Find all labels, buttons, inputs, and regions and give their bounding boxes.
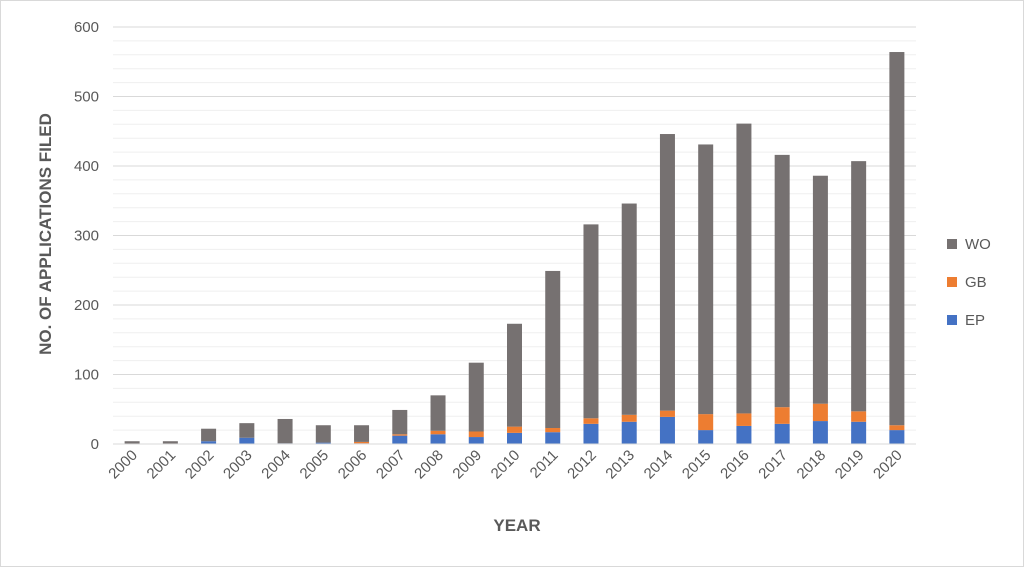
bar-ep-2016 xyxy=(736,425,752,444)
bar-ep-2003 xyxy=(239,437,255,444)
bar-gb-2015 xyxy=(698,414,714,431)
y-axis-title: NO. OF APPLICATIONS FILED xyxy=(36,113,55,355)
bar-wo-2018 xyxy=(812,175,828,404)
bar-wo-2006 xyxy=(354,425,370,442)
bar-wo-2000 xyxy=(124,441,140,444)
bar-wo-2004 xyxy=(277,418,293,444)
x-tick-label: 2003 xyxy=(220,447,256,483)
legend-swatch-wo xyxy=(947,239,957,249)
bar-wo-2016 xyxy=(736,123,752,414)
y-tick-label: 200 xyxy=(74,297,99,314)
bar-gb-2014 xyxy=(659,410,675,417)
x-tick-label: 2019 xyxy=(832,447,868,483)
bar-gb-2016 xyxy=(736,413,752,426)
bar-gb-2009 xyxy=(468,431,484,438)
legend-label-ep: EP xyxy=(965,312,985,329)
x-tick-label: 2013 xyxy=(602,447,638,483)
bar-ep-2002 xyxy=(201,441,217,444)
bar-ep-2008 xyxy=(430,434,446,444)
y-tick-label: 300 xyxy=(74,228,99,245)
bar-wo-2014 xyxy=(659,134,675,411)
bar-gb-2012 xyxy=(583,418,599,424)
x-tick-label: 2018 xyxy=(794,447,830,483)
x-tick-label: 2012 xyxy=(564,447,600,483)
legend-label-gb: GB xyxy=(965,274,987,291)
bar-wo-2001 xyxy=(162,441,178,444)
x-tick-label: 2015 xyxy=(679,447,715,483)
bar-wo-2003 xyxy=(239,423,255,438)
y-tick-label: 0 xyxy=(91,436,99,453)
y-axis-ticks: 0 100 200 300 400 500 600 xyxy=(74,19,99,453)
bar-ep-2013 xyxy=(621,421,637,444)
bar-ep-2009 xyxy=(468,437,484,444)
bar-wo-2005 xyxy=(315,425,331,443)
bar-wo-2019 xyxy=(851,161,867,412)
y-tick-label: 100 xyxy=(74,367,99,384)
bar-wo-2007 xyxy=(392,409,408,435)
bar-ep-2017 xyxy=(774,423,790,444)
x-tick-label: 2014 xyxy=(641,447,677,483)
bar-ep-2007 xyxy=(392,435,408,444)
bar-wo-2020 xyxy=(889,52,905,426)
x-tick-label: 2017 xyxy=(755,447,791,483)
bar-ep-2020 xyxy=(889,430,905,444)
x-tick-label: 2020 xyxy=(870,447,906,483)
legend: WO GB EP xyxy=(947,236,991,329)
x-axis-ticks: 2000 2001 2002 2003 2004 2005 2006 2007 2008 2009… xyxy=(105,447,905,483)
bar-ep-2011 xyxy=(545,432,561,444)
bar-ep-2019 xyxy=(851,421,867,444)
bar-wo-2017 xyxy=(774,154,790,408)
bar-ep-2015 xyxy=(698,430,714,444)
x-tick-label: 2001 xyxy=(144,447,180,483)
x-tick-label: 2000 xyxy=(105,447,141,483)
x-tick-label: 2007 xyxy=(373,447,409,483)
legend-label-wo: WO xyxy=(965,236,991,253)
bar-wo-2013 xyxy=(621,203,637,415)
x-tick-label: 2016 xyxy=(717,447,753,483)
bar-wo-2002 xyxy=(201,428,217,442)
legend-swatch-gb xyxy=(947,277,957,287)
bar-ep-2014 xyxy=(659,416,675,444)
bar-wo-2010 xyxy=(507,323,522,427)
legend-swatch-ep xyxy=(947,315,957,325)
bar-gb-2008 xyxy=(430,430,446,435)
bar-ep-2012 xyxy=(583,423,599,444)
bar-wo-2011 xyxy=(545,270,561,429)
bar-gb-2006 xyxy=(354,441,370,444)
bar-wo-2015 xyxy=(698,144,714,415)
bar-gb-2010 xyxy=(507,426,522,433)
y-tick-label: 400 xyxy=(74,158,99,175)
bar-gb-2013 xyxy=(621,414,637,422)
bar-gb-2007 xyxy=(392,434,408,436)
bar-wo-2012 xyxy=(583,224,599,419)
bar-gb-2017 xyxy=(774,407,790,424)
bar-wo-2008 xyxy=(430,395,446,431)
bar-wo-2009 xyxy=(468,362,484,432)
bar-gb-2019 xyxy=(851,411,867,422)
bar-ep-2010 xyxy=(507,432,522,444)
y-tick-label: 500 xyxy=(74,89,99,106)
bar-gb-2011 xyxy=(545,428,561,433)
x-axis-title: YEAR xyxy=(493,516,540,535)
bars xyxy=(113,52,916,445)
x-tick-label: 2008 xyxy=(411,447,447,483)
x-tick-label: 2002 xyxy=(182,447,218,483)
bar-gb-2020 xyxy=(889,425,905,431)
x-tick-label: 2005 xyxy=(297,447,333,483)
bar-ep-2018 xyxy=(812,421,828,444)
x-tick-label: 2004 xyxy=(258,447,294,483)
x-tick-label: 2010 xyxy=(488,447,524,483)
x-tick-label: 2009 xyxy=(449,447,485,483)
x-tick-label: 2006 xyxy=(335,447,371,483)
x-tick-label: 2011 xyxy=(527,447,562,482)
bar-gb-2018 xyxy=(812,403,828,422)
bar-ep-2005 xyxy=(315,442,331,444)
y-tick-label: 600 xyxy=(74,19,99,36)
